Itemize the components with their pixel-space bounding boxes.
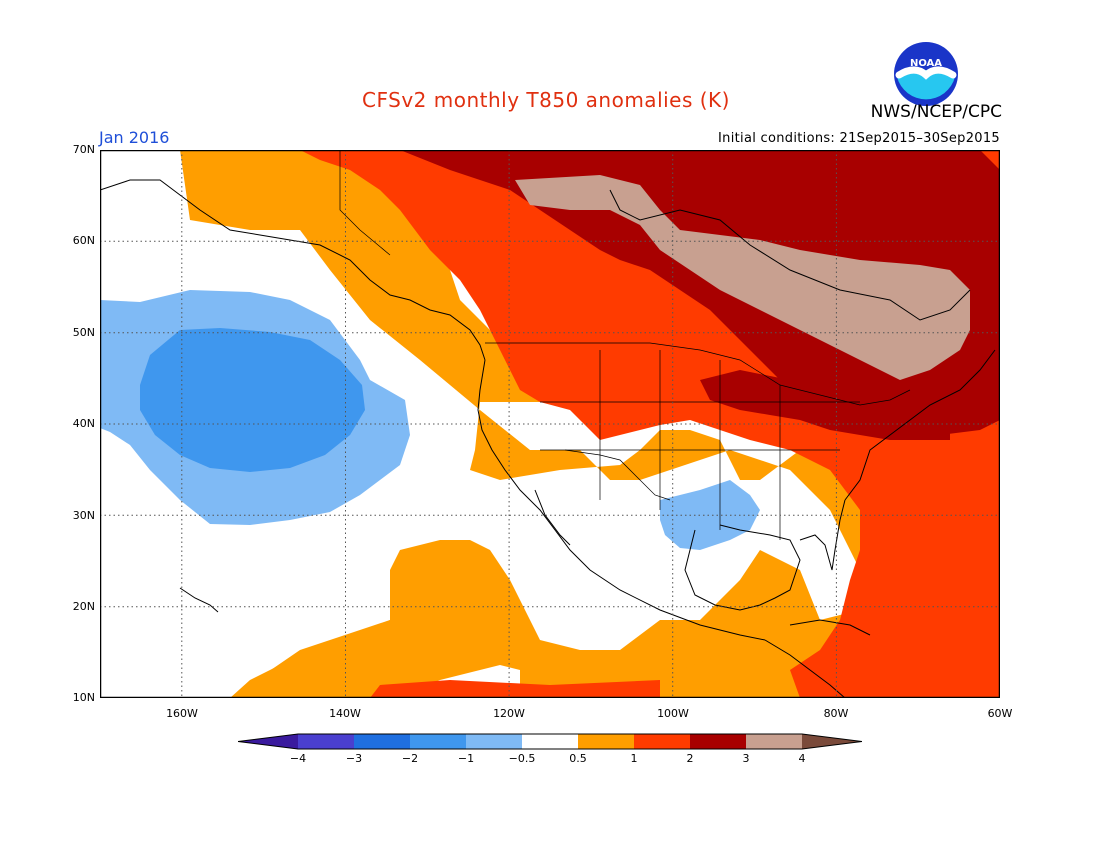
lat-label-50n: 50N [72, 326, 95, 339]
colorbar-outline [238, 733, 862, 750]
political-boundaries [339, 150, 911, 540]
coastline-hudson [609, 189, 971, 321]
map-frame [100, 150, 1000, 698]
colorbar-label: −2 [401, 752, 419, 765]
noaa-logo-text: NOAA [910, 58, 942, 69]
colorbar-cell-7 [634, 734, 690, 749]
colorbar-label: 0.5 [569, 752, 587, 765]
colorbar-cell-5 [522, 734, 578, 749]
anomaly-region-orange-pacific [230, 550, 520, 698]
colorbar-cell-10 [802, 734, 862, 749]
anomaly-region-red-orange-south [370, 680, 660, 698]
colorbar-label: −4 [289, 752, 307, 765]
colorbar-label: 1 [630, 752, 638, 765]
colorbar-cell-8 [690, 734, 746, 749]
lon-label-160w: 160W [166, 707, 198, 720]
colorbar-cell-6 [578, 734, 634, 749]
anomaly-region-orange-north [180, 150, 1000, 698]
coastline-east [844, 349, 996, 501]
colorbar-label: 2 [686, 752, 694, 765]
lon-label-140w: 140W [329, 707, 361, 720]
chart-title: CFSv2 monthly T850 anomalies (K) [362, 88, 730, 112]
border-us-mexico [564, 449, 671, 501]
colorbar-cell-0 [238, 734, 298, 749]
coastline-baja [534, 489, 571, 546]
valid-month-label: Jan 2016 [99, 128, 170, 147]
colorbar-label: 3 [742, 752, 750, 765]
lon-label-100w: 100W [657, 707, 689, 720]
initial-conditions-label: Initial conditions: 21Sep2015–30Sep2015 [718, 131, 1000, 146]
coastline-gulf [684, 524, 801, 611]
anomaly-region-dark-red-greatlakes [700, 370, 950, 440]
coastline-alaska [100, 179, 486, 361]
coastlines [100, 179, 996, 698]
colorbar-label: −3 [345, 752, 363, 765]
anomaly-region-blue-pacific [140, 328, 365, 472]
anomaly-region-dark-red [400, 150, 1000, 440]
colorbar [238, 733, 862, 750]
lon-label-80w: 80W [823, 707, 849, 720]
noaa-logo: NOAA [893, 41, 959, 107]
anomaly-map [100, 150, 1000, 698]
coastline-west [477, 359, 766, 641]
colorbar-label: −0.5 [508, 752, 536, 765]
lat-label-60n: 60N [72, 234, 95, 247]
anomaly-region-tan [515, 175, 970, 380]
border-alaska-canada [339, 150, 391, 256]
colorbar-cell-1 [298, 734, 354, 749]
colorbar-cell-9 [746, 734, 802, 749]
lon-label-120w: 120W [493, 707, 525, 720]
lat-label-40n: 40N [72, 417, 95, 430]
lat-label-30n: 30N [72, 509, 95, 522]
colorbar-cell-2 [354, 734, 410, 749]
anomaly-region-light-blue-texas [660, 480, 760, 550]
lat-label-20n: 20N [72, 600, 95, 613]
colorbar-cell-3 [410, 734, 466, 749]
lat-label-70n: 70N [72, 143, 95, 156]
colorbar-cell-4 [466, 734, 522, 749]
coastline-cuba [789, 619, 871, 636]
agency-label: NWS/NCEP/CPC [870, 102, 1002, 122]
coastline-florida [799, 499, 846, 571]
lon-label-60w: 60W [987, 707, 1013, 720]
coastline-central-america [764, 639, 846, 698]
lat-lon-grid [100, 150, 1000, 698]
colorbar-label: −1 [457, 752, 475, 765]
lat-label-10n: 10N [72, 691, 95, 704]
colorbar-label: 4 [798, 752, 806, 765]
coastline-hawaii [179, 587, 219, 613]
